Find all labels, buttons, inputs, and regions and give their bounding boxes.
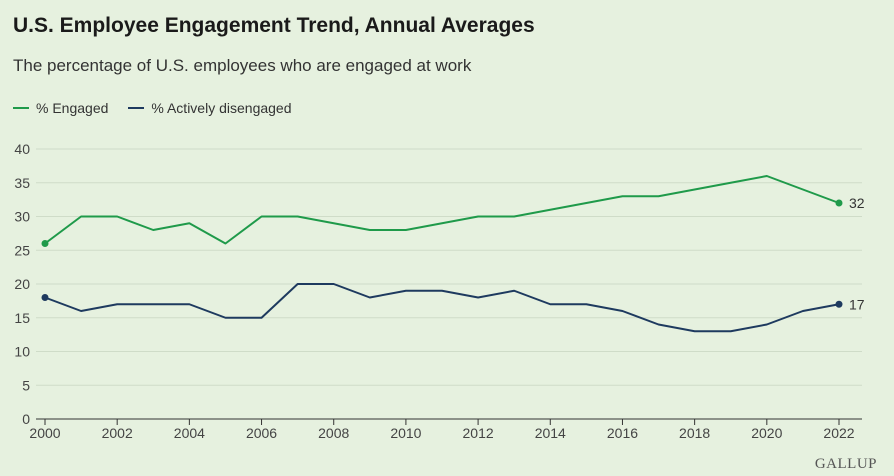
end-point-disengaged (835, 300, 843, 308)
chart-title: U.S. Employee Engagement Trend, Annual A… (13, 14, 535, 37)
start-point-engaged (41, 240, 49, 247)
legend-label-engaged: % Engaged (36, 100, 109, 116)
x-tick-label: 2018 (679, 425, 710, 441)
x-tick-label: 2010 (390, 425, 421, 441)
legend-item-disengaged: % Actively disengaged (128, 100, 292, 116)
x-tick-label: 2020 (751, 425, 782, 441)
x-tick-label: 2014 (535, 425, 566, 441)
y-tick-label: 10 (14, 344, 30, 360)
y-tick-label: 20 (14, 276, 30, 292)
y-tick-label: 25 (14, 242, 30, 258)
legend-label-disengaged: % Actively disengaged (151, 100, 292, 116)
x-tick-label: 2008 (318, 425, 349, 441)
x-tick-label: 2016 (607, 425, 638, 441)
series-line-engaged (44, 175, 840, 245)
x-tick-label: 2006 (246, 425, 277, 441)
end-label-disengaged: 17 (849, 296, 865, 312)
legend-swatch-disengaged (128, 107, 145, 109)
x-tick-label: 2000 (29, 425, 60, 441)
gallup-logo: GALLUP (814, 456, 877, 472)
y-tick-label: 5 (22, 377, 30, 393)
legend: % Engaged % Actively disengaged (13, 100, 292, 116)
end-point-engaged (835, 199, 843, 207)
y-tick-label: 15 (14, 310, 30, 326)
series-line-disengaged (44, 283, 840, 333)
legend-item-engaged: % Engaged (13, 100, 108, 116)
start-point-disengaged (41, 294, 49, 301)
x-tick-label: 2022 (823, 425, 854, 441)
y-tick-label: 30 (14, 209, 30, 225)
end-label-engaged: 32 (849, 195, 865, 211)
x-tick-label: 2002 (102, 425, 133, 441)
x-tick-label: 2012 (463, 425, 494, 441)
y-tick-label: 40 (14, 141, 30, 157)
chart-subtitle: The percentage of U.S. employees who are… (13, 56, 472, 75)
y-tick-label: 35 (14, 175, 30, 191)
y-tick-label: 0 (22, 411, 30, 427)
x-tick-label: 2004 (174, 425, 205, 441)
legend-swatch-engaged (13, 107, 29, 109)
